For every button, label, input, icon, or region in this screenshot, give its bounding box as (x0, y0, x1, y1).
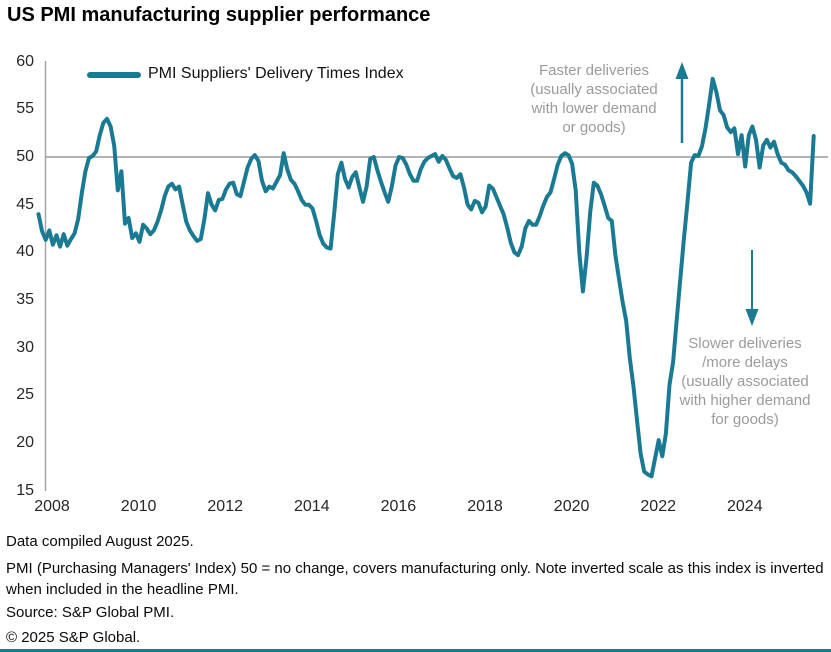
annotation-line: (usually associated (530, 81, 658, 98)
bottom-brand-rule (0, 649, 831, 652)
x-tick-2010: 2010 (120, 498, 157, 515)
x-tick-2008: 2008 (34, 498, 70, 515)
x-tick-2022: 2022 (640, 498, 676, 515)
x-tick-2020: 2020 (553, 498, 590, 515)
footnote-data-compiled: Data compiled August 2025. (6, 533, 194, 550)
y-tick-55: 55 (16, 100, 34, 118)
y-tick-20: 20 (16, 433, 34, 451)
x-tick-2018: 2018 (467, 498, 503, 515)
x-tick-2014: 2014 (294, 498, 330, 515)
slower-deliveries-down-arrow-icon (745, 250, 759, 326)
annotation-line: Slower deliveries (688, 335, 802, 352)
annotation-line: with lower demand (531, 100, 657, 117)
legend-label: PMI Suppliers' Delivery Times Index (148, 65, 404, 82)
y-tick-15: 15 (16, 481, 34, 499)
y-tick-60: 60 (16, 52, 34, 70)
annotation-line: with higher demand (679, 392, 811, 409)
page-title: US PMI manufacturing supplier performanc… (7, 4, 431, 26)
y-tick-30: 30 (16, 338, 34, 356)
y-tick-25: 25 (16, 386, 34, 404)
faster-deliveries-up-arrow-icon (675, 62, 689, 143)
x-tick-2016: 2016 (380, 498, 417, 515)
annotation-line: (usually associated (681, 373, 809, 390)
y-tick-35: 35 (16, 290, 34, 308)
footnote-copyright: © 2025 S&P Global. (6, 629, 141, 646)
annotation-slower-deliveries: Slower deliveries /more delays (usually … (659, 334, 831, 429)
annotation-line: or goods) (562, 119, 626, 136)
y-tick-45: 45 (16, 195, 34, 213)
footnote-pmi-definition: PMI (Purchasing Managers' Index) 50 = no… (6, 560, 824, 598)
pmi-series-line (36, 76, 816, 479)
annotation-line: Faster deliveries (538, 62, 650, 79)
annotation-line: for goods) (711, 411, 779, 428)
footnote-source: Source: S&P Global PMI. (6, 604, 175, 621)
annotation-line: /more delays (702, 354, 788, 371)
y-tick-40: 40 (16, 243, 34, 261)
x-tick-2012: 2012 (207, 498, 243, 515)
x-tick-2024: 2024 (727, 498, 763, 515)
annotation-faster-deliveries: Faster deliveries (usually associated wi… (514, 61, 674, 137)
y-tick-50: 50 (16, 148, 34, 165)
